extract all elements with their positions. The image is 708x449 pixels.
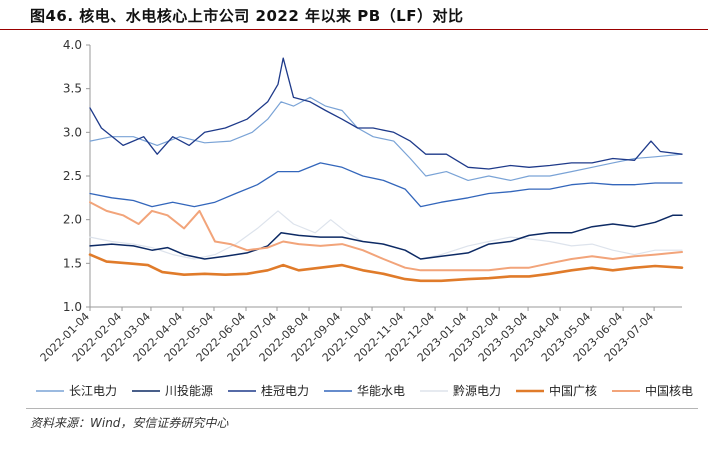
legend-label: 桂冠电力 xyxy=(261,383,309,398)
legend-label: 华能水电 xyxy=(357,384,405,398)
series-line-7 xyxy=(89,201,683,272)
footer-divider xyxy=(26,408,698,409)
page-title: 图46. 核电、水电核心上市公司 2022 年以来 PB（LF）对比 xyxy=(30,7,464,25)
y-tick-label: 4.0 xyxy=(63,38,82,52)
series-line-6 xyxy=(88,253,684,283)
series-line-3 xyxy=(89,57,683,170)
y-tick-label: 3.5 xyxy=(63,82,82,96)
y-tick-label: 1.5 xyxy=(63,256,82,270)
series-line-2 xyxy=(89,214,683,260)
y-tick-label: 1.0 xyxy=(63,300,82,314)
series-line-1 xyxy=(89,96,683,181)
legend-label: 长江电力 xyxy=(69,384,117,398)
y-tick-label: 3.0 xyxy=(63,125,82,139)
y-tick-label: 2.0 xyxy=(63,213,82,227)
legend-label: 川投能源 xyxy=(165,383,213,398)
title-bar: 图46. 核电、水电核心上市公司 2022 年以来 PB（LF）对比 xyxy=(0,0,708,30)
legend-label: 中国广核 xyxy=(549,383,597,398)
source-note: 资料来源：Wind，安信证券研究中心 xyxy=(30,416,229,430)
y-tick-label: 2.5 xyxy=(63,169,82,183)
legend-label: 中国核电 xyxy=(645,383,693,398)
pb-line-chart: 1.01.52.02.53.03.54.02022-01-042022-02-0… xyxy=(36,38,693,398)
legend-label: 黔源电力 xyxy=(453,383,501,398)
series-line-4 xyxy=(89,162,683,208)
